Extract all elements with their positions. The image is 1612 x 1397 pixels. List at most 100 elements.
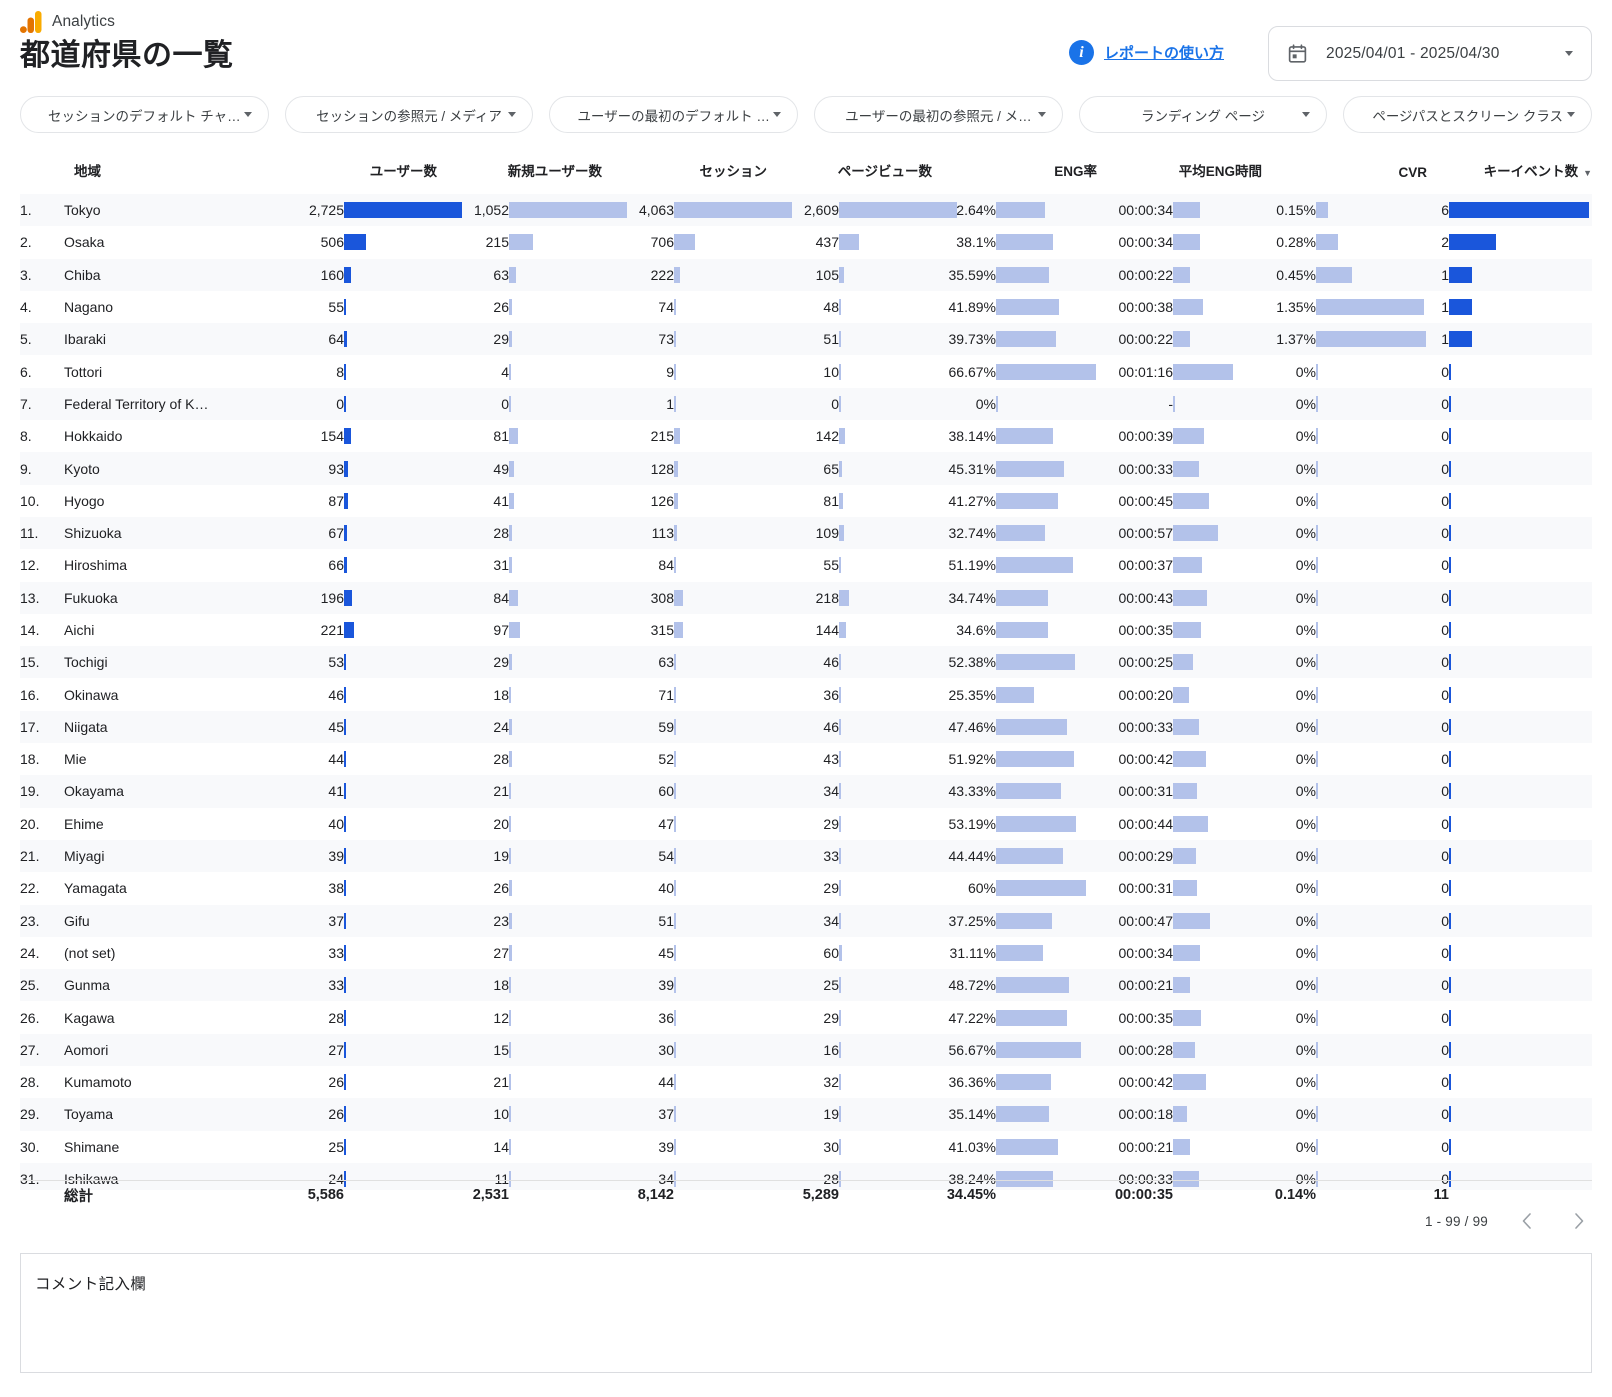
row-region[interactable]: Niigata [64, 710, 272, 744]
cell-eng-value: 45.31% [948, 460, 996, 477]
filter-chip-0[interactable]: セッションのデフォルト チャ… [20, 96, 269, 133]
cell-key-bar-track [1449, 1138, 1592, 1155]
cell-time-bar [1173, 492, 1209, 509]
table-row[interactable]: 9. Kyoto 93 49 128 65 45.31% 00:00:33 0% 0 [20, 452, 1592, 485]
cell-views-value: 105 [815, 266, 839, 283]
cell-time: 00:00:45 [1097, 484, 1262, 517]
cell-cvr: 0% [1262, 387, 1427, 421]
cell-time-bar-track [1173, 654, 1262, 671]
filter-chip-5[interactable]: ページパスとスクリーン クラス [1343, 96, 1593, 133]
col-header-region[interactable]: 地域 [64, 160, 272, 194]
row-region[interactable]: Ibaraki [64, 323, 272, 356]
cell-sess: 706 [602, 226, 767, 259]
col-header-users[interactable]: ユーザー数 [272, 160, 437, 194]
table-row[interactable]: 27. Aomori 27 15 30 16 56.67% 00:00:28 0% 0 [20, 1033, 1592, 1067]
row-region[interactable]: Hiroshima [64, 549, 272, 582]
row-region[interactable]: Hyogo [64, 484, 272, 517]
table-row[interactable]: 28. Kumamoto 26 21 44 32 36.36% 00:00:42 0% 0 [20, 1066, 1592, 1099]
table-row[interactable]: 24. (not set) 33 27 45 60 31.11% 00:00:34 0% 0 [20, 936, 1592, 970]
row-region[interactable]: Hokkaido [64, 420, 272, 453]
row-region[interactable]: Tokyo [64, 194, 272, 227]
table-row[interactable]: 1. Tokyo 2,725 1,052 4,063 2,609 32.64% 00:00:3… [20, 194, 1592, 227]
row-region[interactable]: Shizuoka [64, 516, 272, 550]
table-row[interactable]: 25. Gunma 33 18 39 25 48.72% 00:00:21 0% 0 [20, 969, 1592, 1002]
chevron-left-icon[interactable] [1514, 1208, 1540, 1234]
cell-eng-bar-track [996, 718, 1097, 735]
row-region[interactable]: Toyama [64, 1098, 272, 1131]
row-region[interactable]: Gunma [64, 969, 272, 1002]
row-region[interactable]: Osaka [64, 226, 272, 259]
table-row[interactable]: 20. Ehime 40 20 47 29 53.19% 00:00:44 0% 0 [20, 807, 1592, 840]
cell-cvr-bar-track [1316, 202, 1427, 219]
table-row[interactable]: 29. Toyama 26 10 37 19 35.14% 00:00:18 0% 0 [20, 1098, 1592, 1131]
row-region[interactable]: Tottori [64, 355, 272, 388]
table-row[interactable]: 18. Mie 44 28 52 43 51.92% 00:00:42 0% 0 [20, 743, 1592, 776]
table-row[interactable]: 23. Gifu 37 23 51 34 37.25% 00:00:47 0% 0 [20, 904, 1592, 937]
table-row[interactable]: 4. Nagano 55 26 74 48 41.89% 00:00:38 1.35% 1 [20, 290, 1592, 324]
row-region[interactable]: Gifu [64, 904, 272, 937]
table-row[interactable]: 7. Federal Territory of K… 0 0 1 0 0% - 0% 0 [20, 387, 1592, 421]
row-region[interactable]: Aomori [64, 1033, 272, 1067]
table-row[interactable]: 13. Fukuoka 196 84 308 218 34.74% 00:00:43 0% 0 [20, 581, 1592, 614]
help-link-group[interactable]: i レポートの使い方 [1068, 40, 1224, 65]
row-region[interactable]: (not set) [64, 936, 272, 970]
row-region[interactable]: Kyoto [64, 452, 272, 485]
table-row[interactable]: 10. Hyogo 87 41 126 81 41.27% 00:00:45 0% 0 [20, 484, 1592, 517]
totals-sessions-spacer [674, 1187, 767, 1203]
row-region[interactable]: Federal Territory of K… [64, 387, 272, 421]
table-row[interactable]: 2. Osaka 506 215 706 437 38.1% 00:00:34 0.28% 2 [20, 226, 1592, 259]
col-header-sessions[interactable]: セッション [602, 160, 768, 194]
col-header-new-users[interactable]: 新規ユーザー数 [437, 160, 602, 194]
row-index: 20. [20, 807, 64, 840]
col-header-key-events[interactable]: キーイベント数 ▼ [1427, 160, 1592, 194]
table-row[interactable]: 14. Aichi 221 97 315 144 34.6% 00:00:35 0% 0 [20, 613, 1592, 647]
table-row[interactable]: 12. Hiroshima 66 31 84 55 51.19% 00:00:37 0% 0 [20, 549, 1592, 582]
cell-sess-bar-track [674, 299, 767, 316]
cell-sess-value: 40 [658, 880, 674, 897]
row-region[interactable]: Nagano [64, 290, 272, 324]
table-row[interactable]: 19. Okayama 41 21 60 34 43.33% 00:00:31 0% 0 [20, 775, 1592, 808]
col-header-pageviews[interactable]: ページビュー数 [767, 160, 932, 194]
table-row[interactable]: 5. Ibaraki 64 29 73 51 39.73% 00:00:22 1.37% 1 [20, 323, 1592, 356]
table-row[interactable]: 16. Okinawa 46 18 71 36 25.35% 00:00:20 0% 0 [20, 678, 1592, 711]
cell-users-bar [344, 686, 346, 703]
table-row[interactable]: 15. Tochigi 53 29 63 46 52.38% 00:00:25 0% 0 [20, 646, 1592, 679]
row-region[interactable]: Ishikawa [64, 1162, 272, 1190]
col-header-avg-eng-time[interactable]: 平均ENG時間 [1097, 160, 1262, 194]
filter-chip-2[interactable]: ユーザーの最初のデフォルト … [549, 96, 799, 133]
row-region[interactable]: Miyagi [64, 839, 272, 873]
row-region[interactable]: Tochigi [64, 646, 272, 679]
col-header-cvr[interactable]: CVR [1262, 160, 1427, 194]
table-row[interactable]: 31. Ishikawa 24 11 34 28 38.24% 00:00:33 0% 0 [20, 1162, 1592, 1190]
table-row[interactable]: 21. Miyagi 39 19 54 33 44.44% 00:00:29 0% 0 [20, 839, 1592, 873]
row-region[interactable]: Kumamoto [64, 1066, 272, 1099]
table-row[interactable]: 8. Hokkaido 154 81 215 142 38.14% 00:00:39 0% 0 [20, 420, 1592, 453]
table-row[interactable]: 17. Niigata 45 24 59 46 47.46% 00:00:33 0% 0 [20, 710, 1592, 744]
chevron-right-icon[interactable] [1566, 1208, 1592, 1234]
row-region[interactable]: Yamagata [64, 872, 272, 905]
filter-chip-1[interactable]: セッションの参照元 / メディア [284, 96, 534, 133]
row-region[interactable]: Chiba [64, 258, 272, 291]
help-link-label[interactable]: レポートの使い方 [1103, 45, 1224, 62]
cell-cvr: 0% [1262, 1130, 1427, 1163]
row-region[interactable]: Shimane [64, 1130, 272, 1163]
comment-field[interactable]: コメント記入欄 [20, 1253, 1592, 1373]
table-row[interactable]: 3. Chiba 160 63 222 105 35.59% 00:00:22 0.45% 1 [20, 258, 1592, 291]
filter-chip-4[interactable]: ランディング ページ [1078, 96, 1328, 133]
table-row[interactable]: 30. Shimane 25 14 39 30 41.03% 00:00:21 0% 0 [20, 1130, 1592, 1163]
row-region[interactable]: Okayama [64, 775, 272, 808]
table-row[interactable]: 26. Kagawa 28 12 36 29 47.22% 00:00:35 0% 0 [20, 1001, 1592, 1034]
table-row[interactable]: 22. Yamagata 38 26 40 29 60% 00:00:31 0% 0 [20, 872, 1592, 905]
row-region[interactable]: Okinawa [64, 678, 272, 711]
row-region[interactable]: Kagawa [64, 1001, 272, 1034]
row-region[interactable]: Fukuoka [64, 581, 272, 614]
cell-key: 0 [1427, 969, 1592, 1002]
row-region[interactable]: Aichi [64, 613, 272, 647]
table-row[interactable]: 6. Tottori 8 4 9 10 66.67% 00:01:16 0% 0 [20, 355, 1592, 388]
filter-chip-3[interactable]: ユーザーの最初の参照元 / メ… [814, 96, 1063, 133]
col-header-eng-rate[interactable]: ENG率 [932, 160, 1097, 194]
table-row[interactable]: 11. Shizuoka 67 28 113 109 32.74% 00:00:57 0% 0 [20, 516, 1592, 550]
date-range-picker[interactable]: 2025/04/01 - 2025/04/30 [1268, 26, 1592, 81]
row-region[interactable]: Ehime [64, 807, 272, 840]
row-region[interactable]: Mie [64, 743, 272, 776]
